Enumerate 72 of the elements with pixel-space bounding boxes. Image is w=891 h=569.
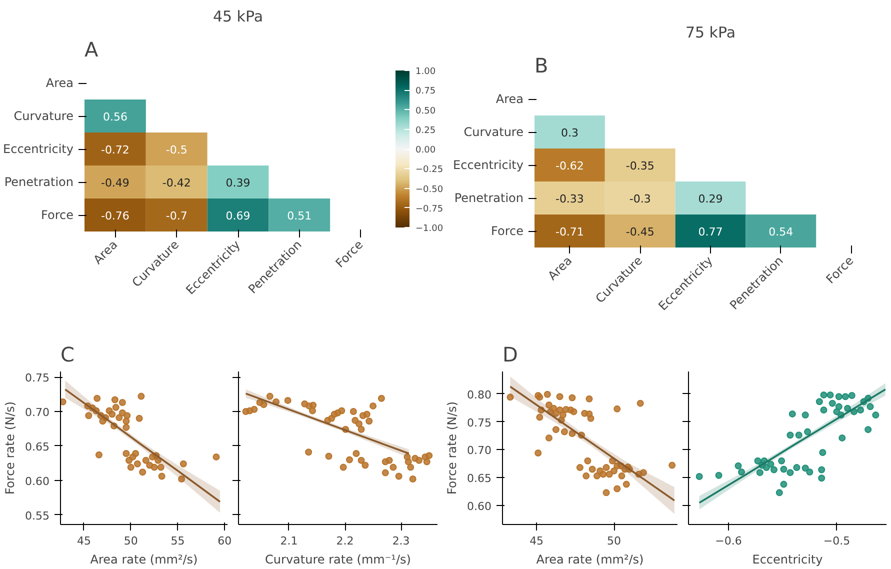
x-axis-title: Eccentricity: [752, 552, 823, 566]
y-tick-label: Eccentricity: [453, 158, 524, 172]
data-label: -0.45: [626, 226, 654, 238]
data-label: -0.5: [166, 144, 188, 156]
data-label: -0.49: [100, 176, 130, 190]
x-axis-title: Area rate (mm²/s): [90, 552, 198, 566]
color-bar-label: 1.00: [416, 67, 436, 77]
data-label: -0.35: [626, 160, 654, 172]
y-tick-label: 0.55: [25, 509, 50, 522]
y-tick-label: 0.60: [25, 474, 50, 488]
y-tick-label: Curvature: [14, 109, 74, 123]
y-tick-label: Penetration: [4, 175, 74, 189]
y-tick-label: Area: [46, 76, 74, 90]
data-label: 0.29: [698, 192, 723, 206]
y-axis-title: Force rate (N/s): [3, 401, 18, 495]
x-tick-label: 2.2: [336, 534, 354, 548]
y-tick-label: 0.70: [25, 406, 50, 419]
x-tick-label: 2.1: [280, 534, 298, 548]
y-tick-label: Eccentricity: [3, 142, 74, 156]
data-label: 0.56: [102, 110, 128, 124]
data-label: -0.33: [555, 192, 584, 206]
color-bar-label: −0.25: [416, 165, 444, 176]
data-label: -0.71: [555, 226, 584, 238]
color-bar-label: 0.75: [416, 86, 436, 97]
x-tick-label: 50: [607, 534, 622, 548]
data-label: -0.72: [100, 144, 130, 156]
text: B: [534, 54, 548, 78]
y-tick-label: 0.75: [467, 416, 492, 430]
x-tick-label: −0.5: [823, 534, 850, 548]
color-bar-label: −0.50: [416, 184, 444, 195]
data-label: 0.69: [226, 210, 250, 222]
text: D: [502, 342, 518, 366]
data-label: -0.3: [629, 192, 651, 206]
y-tick-label: 0.65: [467, 472, 492, 486]
data-label: 0.54: [768, 226, 794, 238]
x-tick-label: 45: [76, 534, 91, 548]
data-label: -0.42: [162, 176, 191, 190]
y-tick-label: Penetration: [454, 191, 524, 205]
y-tick-label: Curvature: [464, 125, 524, 139]
data-label: -0.7: [166, 210, 188, 222]
x-axis-title: Area rate (mm²/s): [536, 552, 644, 566]
y-tick-label: Force: [41, 208, 74, 222]
y-tick-label: 0.60: [467, 500, 492, 514]
color-bar-label: −1.00: [416, 224, 444, 234]
data-label: 0.77: [698, 226, 723, 238]
y-tick-label: 0.70: [467, 444, 492, 458]
data-label: -0.76: [100, 210, 130, 222]
y-tick-label: Area: [496, 92, 524, 106]
x-tick-label: 50: [124, 534, 138, 548]
x-axis-title: Curvature rate (mm⁻¹/s): [265, 552, 411, 566]
color-bar-label: 0.25: [416, 126, 436, 136]
text: A: [84, 38, 98, 62]
color-bar-label: 0.50: [416, 106, 436, 116]
y-axis-title: Force rate (N/s): [445, 401, 460, 495]
y-tick-label: 0.65: [25, 440, 50, 454]
data-label: 0.51: [287, 210, 312, 222]
chart-title: 75 kPa: [685, 24, 736, 42]
data-label: 0.39: [226, 176, 250, 190]
x-tick-label: 2.3: [392, 534, 410, 548]
x-tick-label: 55: [170, 534, 185, 548]
data-label: -0.62: [555, 160, 584, 172]
data-label: 0.3: [560, 126, 578, 140]
y-tick-label: 0.80: [467, 388, 492, 402]
y-tick-label: 0.75: [25, 372, 50, 385]
text: C: [60, 342, 74, 366]
x-tick-label: 45: [530, 534, 544, 548]
x-tick-label: 60: [218, 534, 232, 548]
color-bar-label: 0.00: [416, 146, 436, 156]
color-bar-label: −0.75: [416, 204, 444, 214]
chart-title: 45 kPa: [212, 8, 264, 26]
y-tick-label: Force: [491, 224, 524, 238]
x-tick-label: −0.6: [715, 534, 742, 548]
